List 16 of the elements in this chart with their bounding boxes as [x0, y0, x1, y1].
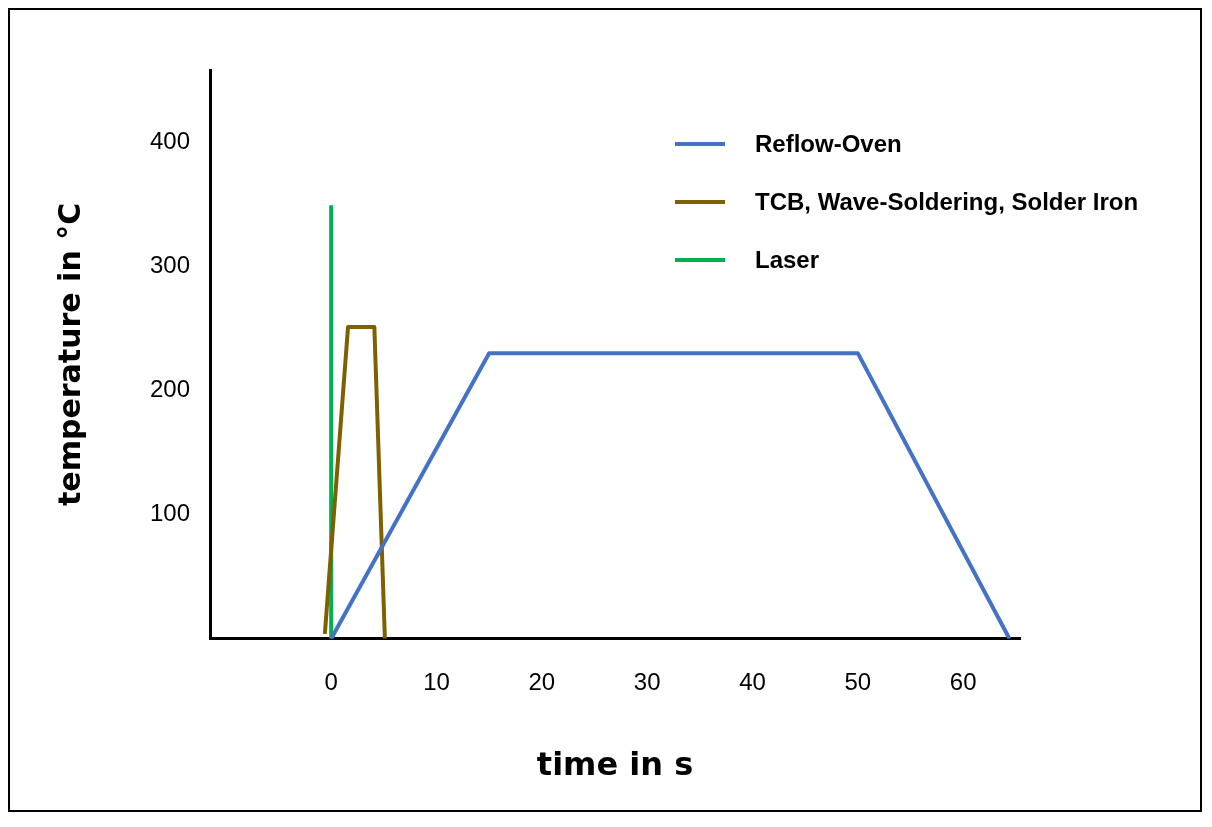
legend-label: Laser — [755, 246, 820, 274]
y-tick-label: 400 — [150, 126, 191, 154]
y-tick-label: 300 — [150, 250, 191, 278]
legend-label: TCB, Wave-Soldering, Solder Iron — [755, 188, 1139, 216]
legend-label: Reflow-Oven — [755, 130, 902, 158]
x-tick-label: 40 — [739, 667, 766, 695]
y-tick-label: 100 — [150, 499, 191, 527]
y-axis-title: temperature in °C — [51, 202, 87, 506]
x-tick-label: 10 — [423, 667, 450, 695]
x-tick-label: 60 — [949, 667, 977, 695]
x-tick-label: 20 — [528, 667, 556, 695]
x-tick-label: 30 — [633, 667, 661, 695]
y-tick-label: 200 — [150, 375, 191, 403]
x-tick-label: 0 — [324, 667, 338, 695]
x-tick-label: 50 — [844, 667, 872, 695]
x-axis-title: time in s — [536, 745, 694, 784]
